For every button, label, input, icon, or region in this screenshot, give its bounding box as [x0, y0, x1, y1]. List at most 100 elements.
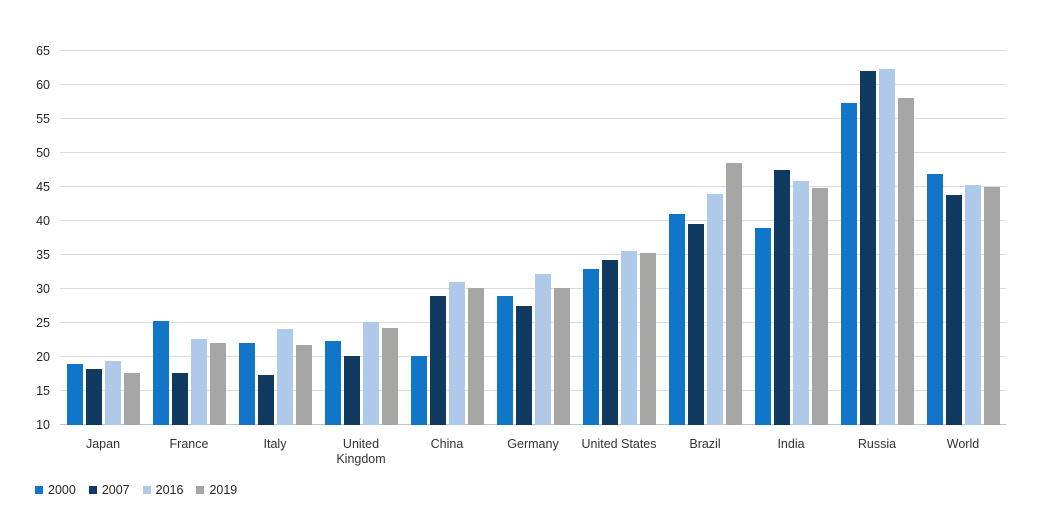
- legend-label: 2016: [155, 483, 184, 497]
- bar-italy-2000: [238, 342, 255, 425]
- gridline-y-30: [60, 288, 1006, 289]
- bar-group-india: [748, 51, 834, 425]
- bar-united-kingdom-2019: [381, 327, 398, 425]
- bar-russia-2007: [859, 70, 876, 425]
- bar-group-japan: [60, 51, 146, 425]
- bar-india-2007: [773, 170, 790, 425]
- y-tick-label: 30: [36, 282, 50, 296]
- x-category-label: Brazil: [689, 437, 721, 451]
- bar-france-2000: [152, 320, 169, 425]
- bar-united-kingdom-2000: [324, 340, 341, 425]
- bar-united-states-2016: [620, 250, 637, 425]
- bar-japan-2016: [104, 361, 121, 425]
- gridline-y-50: [60, 152, 1006, 153]
- bar-germany-2000: [496, 295, 513, 425]
- gridline-y-40: [60, 220, 1006, 221]
- legend-swatch-icon: [88, 486, 97, 495]
- bar-world-2007: [945, 195, 962, 425]
- bar-france-2007: [171, 373, 188, 425]
- bar-japan-2007: [85, 369, 102, 425]
- bar-russia-2019: [897, 97, 914, 425]
- bar-japan-2019: [123, 372, 140, 425]
- bar-germany-2016: [534, 274, 551, 425]
- bar-india-2000: [754, 228, 771, 425]
- bar-france-2019: [209, 343, 226, 425]
- bar-united-states-2007: [601, 260, 618, 425]
- bar-japan-2000: [66, 364, 83, 425]
- x-category-label: World: [946, 437, 980, 451]
- bar-germany-2007: [515, 306, 532, 425]
- bar-world-2000: [926, 174, 943, 425]
- x-axis-line: [60, 424, 1006, 425]
- bar-italy-2019: [295, 344, 312, 425]
- y-tick-label: 35: [36, 248, 50, 262]
- bar-group-china: [404, 51, 490, 425]
- y-tick-label: 20: [36, 350, 50, 364]
- bar-germany-2019: [553, 288, 570, 425]
- bar-china-2019: [467, 288, 484, 425]
- gridline-y-65: [60, 50, 1006, 51]
- bar-group-france: [146, 51, 232, 425]
- legend-label: 2000: [48, 483, 76, 497]
- bar-china-2000: [410, 355, 427, 425]
- legend-item-2019: 2019: [196, 484, 237, 497]
- gridline-y-60: [60, 84, 1006, 85]
- bar-group-germany: [490, 51, 576, 425]
- bar-group-italy: [232, 51, 318, 425]
- bar-united-states-2019: [639, 252, 656, 425]
- bar-united-kingdom-2016: [362, 322, 379, 425]
- gridline-y-45: [60, 186, 1006, 187]
- y-tick-label: 55: [36, 112, 50, 126]
- y-tick-label: 40: [36, 214, 50, 228]
- plot-area: [60, 50, 1006, 425]
- x-category-label: Italy: [263, 437, 287, 451]
- x-category-label: Germany: [507, 437, 559, 451]
- legend-swatch-icon: [35, 486, 43, 495]
- y-tick-label: 25: [36, 316, 50, 330]
- gridline-y-20: [60, 356, 1006, 357]
- y-tick-label: 60: [36, 78, 50, 92]
- legend-label: 2007: [101, 483, 130, 497]
- y-tick-label: 65: [36, 44, 50, 58]
- bar-brazil-2000: [668, 214, 685, 425]
- legend-item-2016: 2016: [142, 483, 184, 497]
- bar-group-brazil: [662, 51, 748, 425]
- gridline-y-55: [60, 118, 1006, 119]
- x-category-label: Russia: [857, 437, 897, 451]
- x-category-label: China: [430, 437, 464, 451]
- x-category-label: Japan: [85, 437, 121, 451]
- bar-world-2016: [964, 184, 981, 425]
- x-category-label: United Kingdom: [336, 437, 386, 466]
- bar-brazil-2007: [687, 224, 704, 425]
- bar-france-2016: [190, 339, 207, 425]
- bar-china-2016: [448, 281, 465, 425]
- y-tick-label: 45: [36, 180, 50, 194]
- bar-india-2019: [811, 187, 828, 425]
- x-category-label: France: [169, 437, 209, 451]
- bar-group-united-states: [576, 51, 662, 425]
- bar-united-kingdom-2007: [343, 356, 360, 425]
- bar-group-world: [920, 51, 1006, 425]
- gridline-y-25: [60, 322, 1006, 323]
- legend: 2000 2007 2016 2019: [35, 484, 237, 497]
- x-category-label: United States: [581, 437, 657, 451]
- bar-world-2019: [983, 187, 1000, 425]
- y-tick-label: 50: [36, 146, 50, 160]
- bar-united-states-2000: [582, 268, 599, 425]
- gridline-y-15: [60, 390, 1006, 391]
- legend-item-2000: 2000: [35, 484, 76, 497]
- gridline-y-35: [60, 254, 1006, 255]
- y-tick-label: 10: [36, 418, 50, 432]
- legend-swatch-icon: [196, 486, 205, 495]
- bar-china-2007: [429, 295, 446, 425]
- x-category-label: India: [777, 437, 805, 451]
- legend-swatch-icon: [142, 486, 151, 495]
- bar-russia-2000: [840, 103, 857, 425]
- bar-italy-2016: [276, 329, 293, 425]
- bar-brazil-2016: [706, 194, 723, 425]
- bar-india-2016: [792, 180, 809, 425]
- bar-group-russia: [834, 51, 920, 425]
- legend-label: 2019: [209, 483, 238, 497]
- bar-group-united-kingdom: [318, 51, 404, 425]
